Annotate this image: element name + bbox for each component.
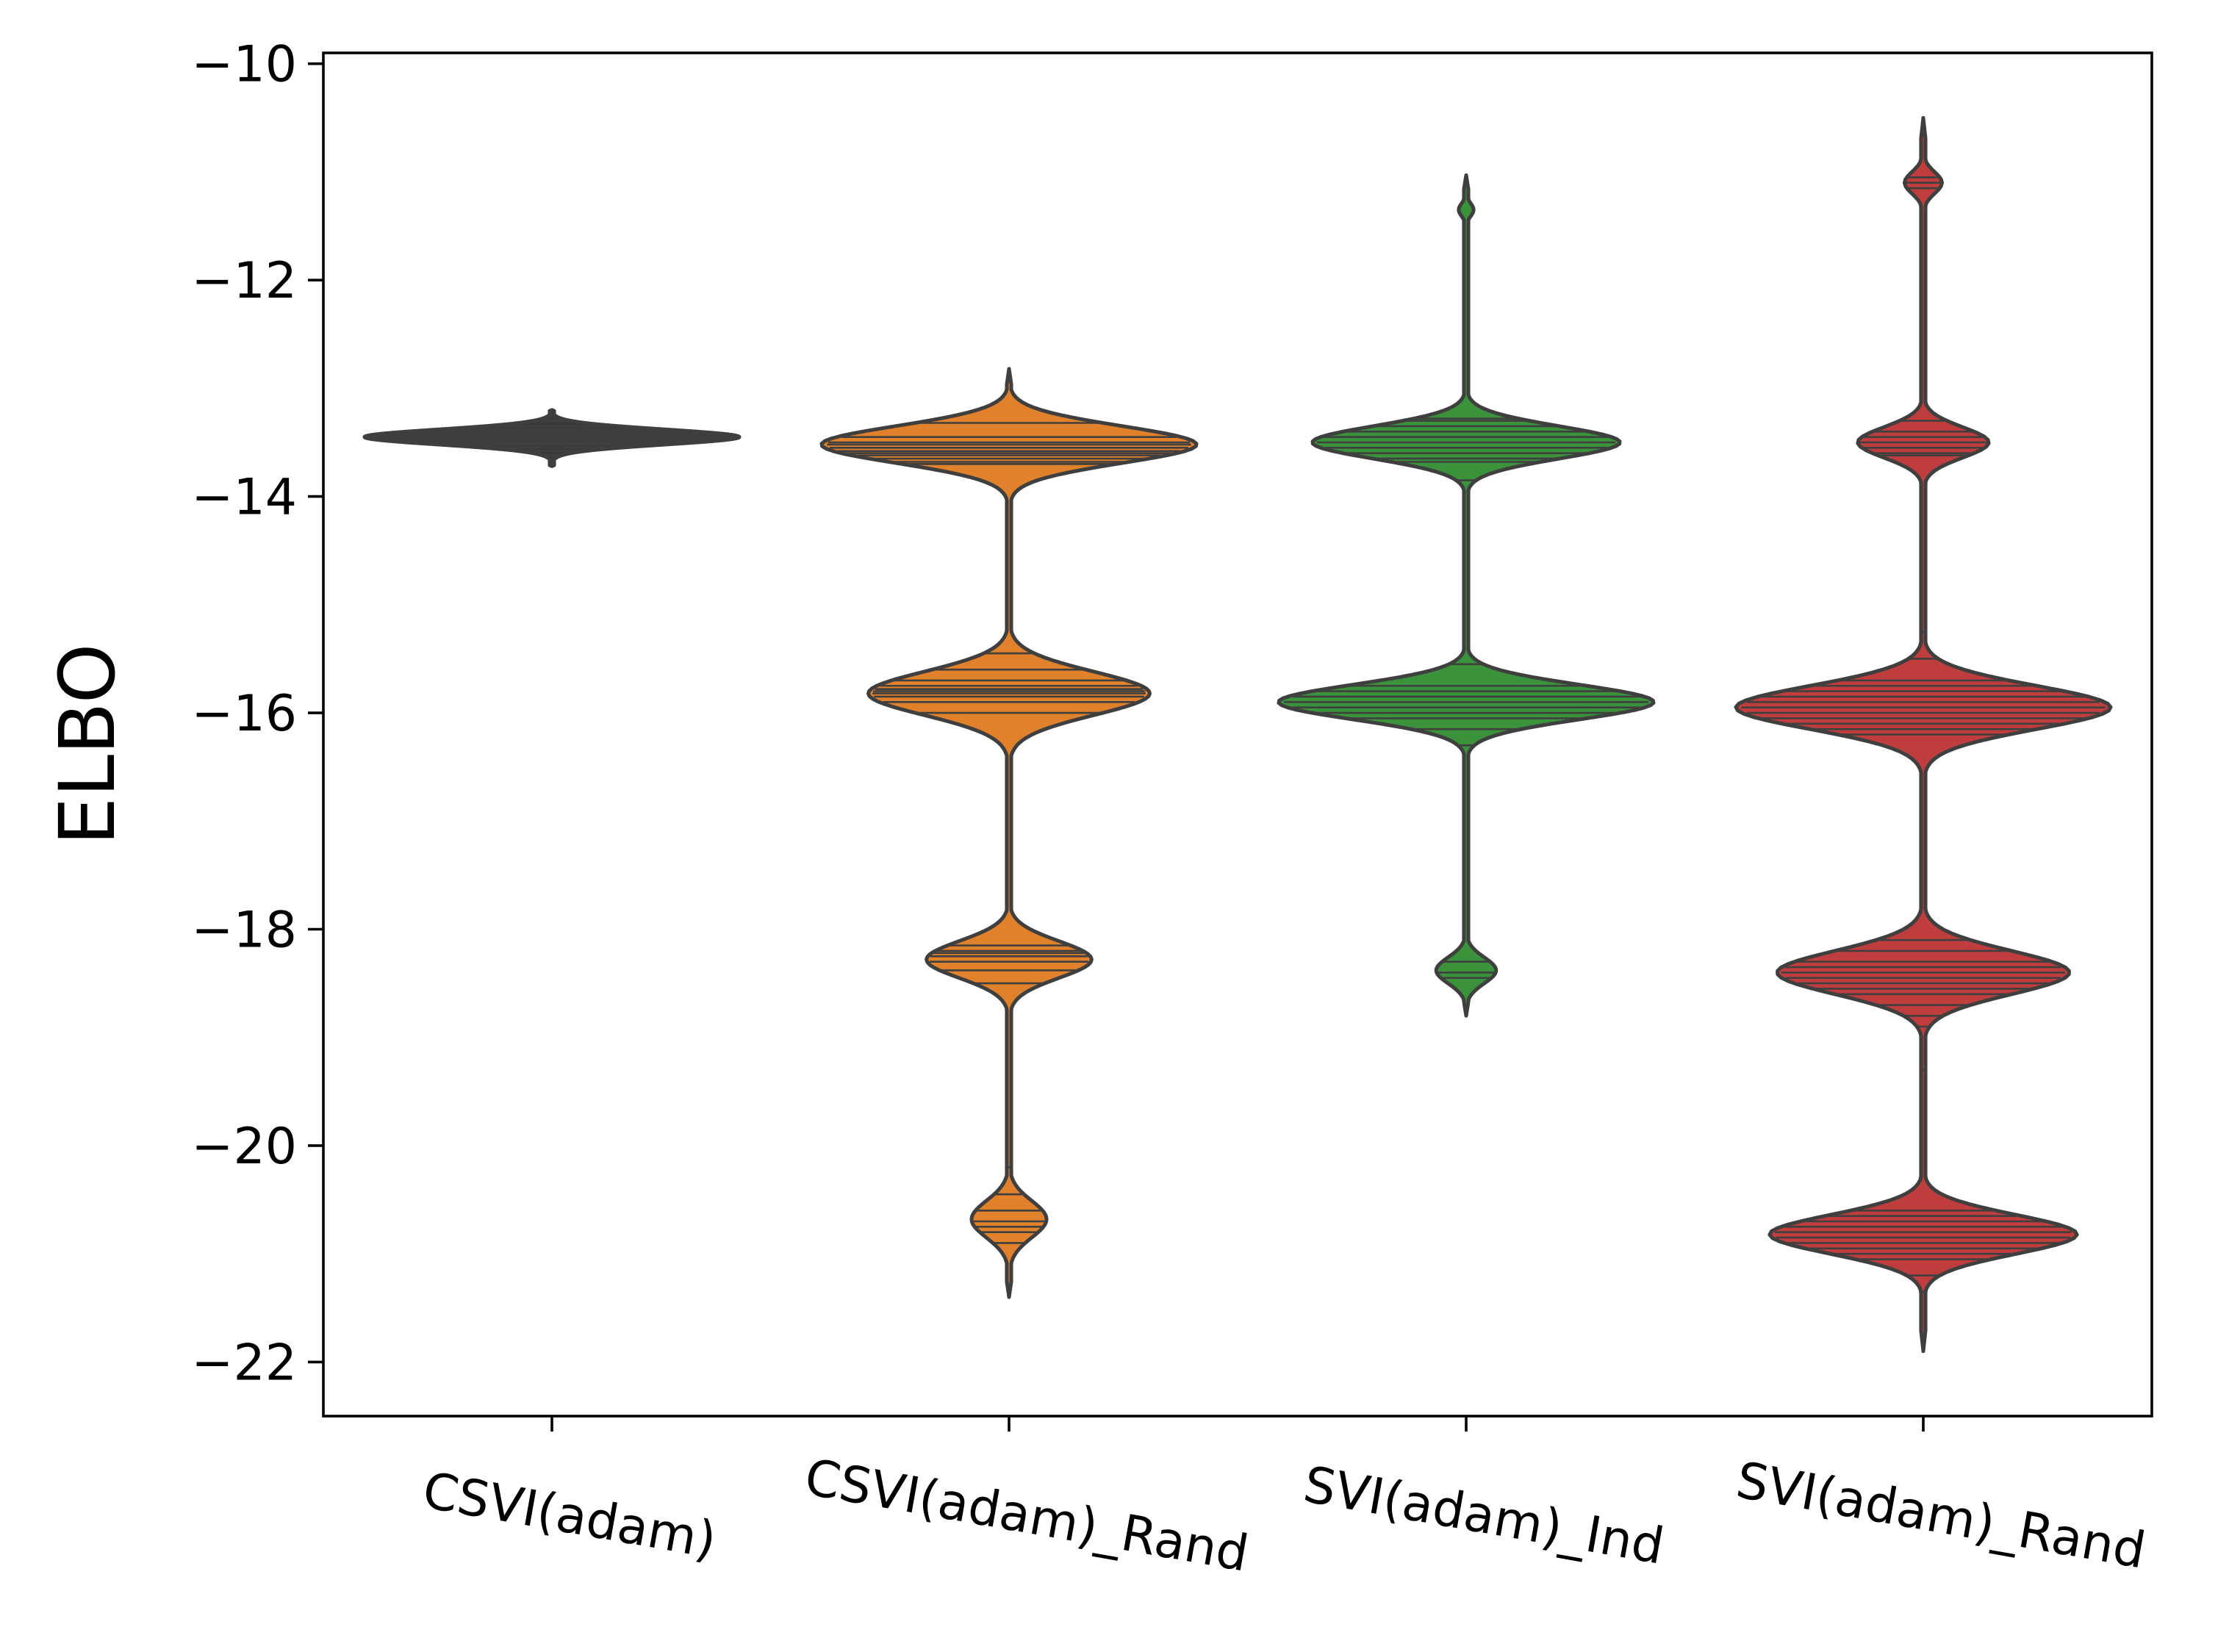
violin-body — [819, 367, 1199, 1299]
y-axis: −10 −12 −14 −16 −18 −20 −22 — [191, 36, 323, 1392]
violin-2 — [1277, 173, 1656, 1018]
y-tick-label: −12 — [191, 252, 297, 310]
y-tick-label: −20 — [191, 1118, 297, 1176]
y-tick-label: −22 — [191, 1334, 297, 1392]
y-axis-label: ELBO — [43, 643, 132, 845]
violin-3 — [1734, 115, 2113, 1354]
violins-layer — [362, 115, 2113, 1354]
violin-1 — [819, 367, 1199, 1299]
axes-frame — [322, 51, 2153, 1418]
y-tick-label: −14 — [191, 469, 297, 527]
y-tick-label: −16 — [191, 685, 297, 743]
y-tick-label: −10 — [191, 36, 297, 94]
violin-0 — [362, 408, 742, 468]
y-tick-label: −18 — [191, 902, 297, 960]
violin-body — [1277, 173, 1656, 1018]
